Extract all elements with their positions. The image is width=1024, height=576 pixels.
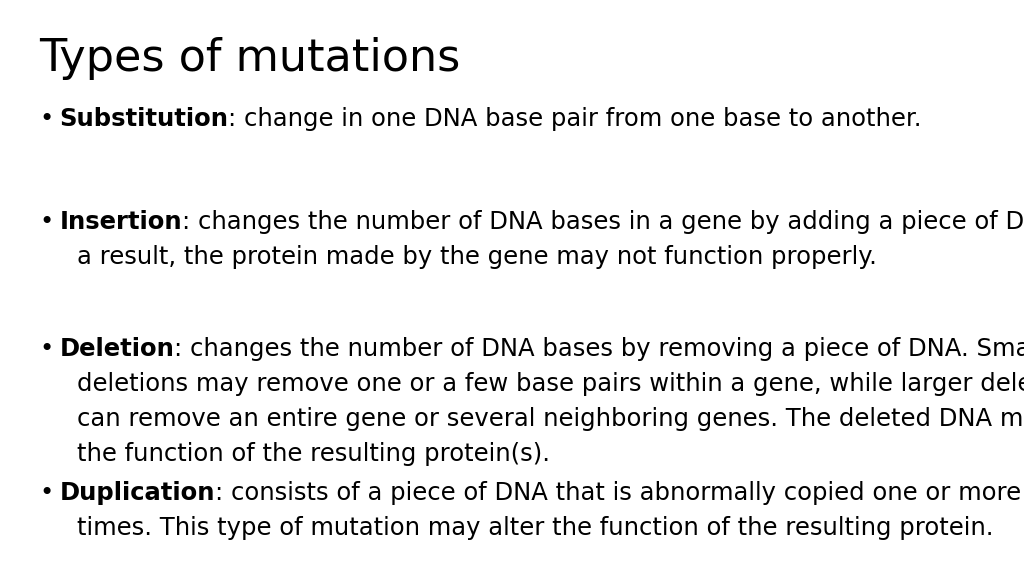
- Text: •: •: [39, 337, 53, 361]
- Text: a result, the protein made by the gene may not function properly.: a result, the protein made by the gene m…: [77, 245, 877, 269]
- Text: : changes the number of DNA bases in a gene by adding a piece of DNA. As: : changes the number of DNA bases in a g…: [182, 210, 1024, 234]
- Text: Types of mutations: Types of mutations: [39, 37, 460, 81]
- Text: can remove an entire gene or several neighboring genes. The deleted DNA may alte: can remove an entire gene or several nei…: [77, 407, 1024, 431]
- Text: •: •: [39, 107, 53, 131]
- Text: •: •: [39, 210, 53, 234]
- Text: Duplication: Duplication: [59, 481, 215, 505]
- Text: Deletion: Deletion: [59, 337, 174, 361]
- Text: •: •: [39, 481, 53, 505]
- Text: deletions may remove one or a few base pairs within a gene, while larger deletio: deletions may remove one or a few base p…: [77, 372, 1024, 396]
- Text: times. This type of mutation may alter the function of the resulting protein.: times. This type of mutation may alter t…: [77, 516, 993, 540]
- Text: Insertion: Insertion: [59, 210, 182, 234]
- Text: : consists of a piece of DNA that is abnormally copied one or more: : consists of a piece of DNA that is abn…: [215, 481, 1021, 505]
- Text: : changes the number of DNA bases by removing a piece of DNA. Small: : changes the number of DNA bases by rem…: [174, 337, 1024, 361]
- Text: the function of the resulting protein(s).: the function of the resulting protein(s)…: [77, 442, 550, 465]
- Text: : change in one DNA base pair from one base to another.: : change in one DNA base pair from one b…: [228, 107, 922, 131]
- Text: Substitution: Substitution: [59, 107, 228, 131]
